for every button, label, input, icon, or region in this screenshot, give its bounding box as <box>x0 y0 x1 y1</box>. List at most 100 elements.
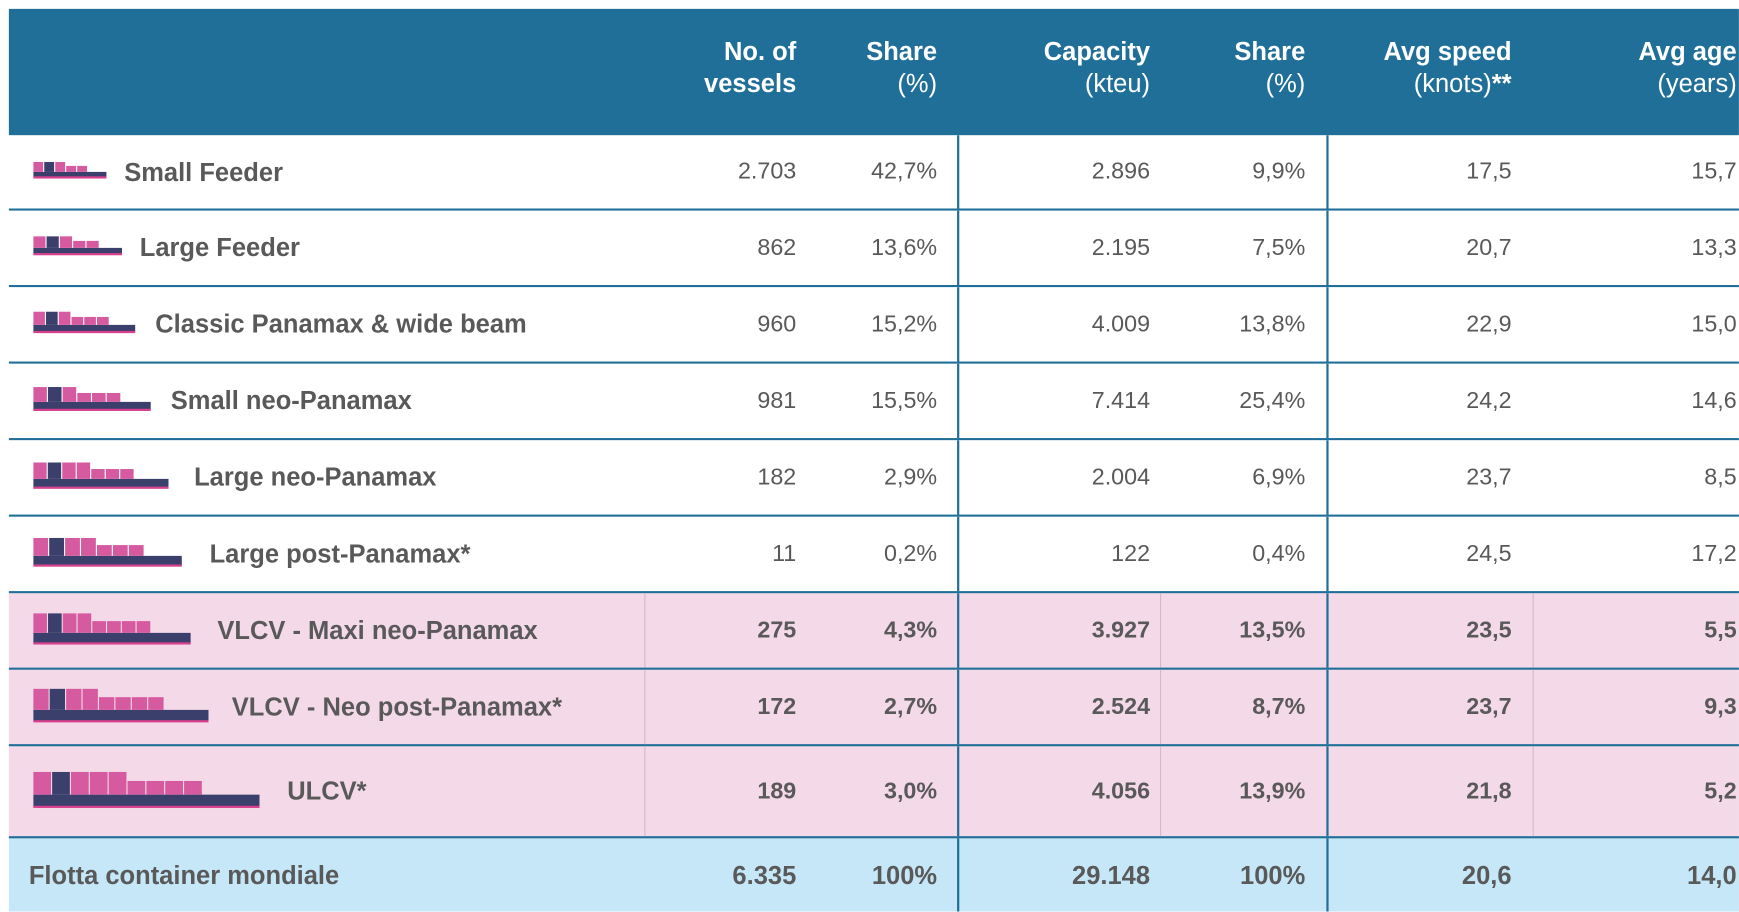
column-divider <box>1326 593 1329 668</box>
row-name: ULCV* <box>287 776 367 806</box>
table-cell: 189 <box>757 777 797 804</box>
table-cell: 14,0 <box>1687 860 1737 889</box>
column-divider <box>957 287 960 362</box>
column-divider <box>1326 440 1329 515</box>
table-cell: 7,5% <box>1252 234 1306 261</box>
header-title: Avg age <box>1638 36 1737 66</box>
table-cell: 8,7% <box>1252 693 1306 720</box>
table-cell: 17,2 <box>1691 540 1737 567</box>
column-divider <box>957 210 960 286</box>
table-cell: 15,5% <box>871 387 938 414</box>
table-cell: 2,7% <box>884 693 938 720</box>
column-divider <box>957 516 960 592</box>
header-title: Avg speed <box>1383 36 1512 66</box>
table-cell: 22,9 <box>1466 311 1512 337</box>
table-cell: 21,8 <box>1466 777 1512 804</box>
table-cell: 2.524 <box>1091 693 1151 720</box>
table-header: No. of vessels Share (%) Capacity (kteu) Shar… <box>8 8 1739 136</box>
table-cell: 42,7% <box>871 158 938 185</box>
table-row: VLCV - Neo post-Panamax* 172 2,7% 2.524 8,7%… <box>8 669 1739 747</box>
table-cell: 981 <box>757 387 797 414</box>
table-cell: 13,8% <box>1239 311 1306 337</box>
table-cell: 20,6 <box>1461 860 1512 889</box>
ship-icon <box>33 688 209 723</box>
header-unit: (knots) <box>1413 68 1492 98</box>
table-cell: 13,9% <box>1239 777 1306 804</box>
table-cell: 4.056 <box>1091 777 1151 804</box>
table-cell: 7.414 <box>1091 387 1151 414</box>
ship-icon <box>33 462 169 489</box>
header-unit: (%) <box>897 68 938 98</box>
column-divider <box>1326 135 1329 209</box>
table-row: ULCV* 189 3,0% 4.056 13,9% 21,8 5,2 <box>8 746 1739 839</box>
header-cell: Avg age (years) <box>1593 35 1737 99</box>
table-cell: 9,3 <box>1704 693 1737 720</box>
table-cell: 275 <box>757 617 797 643</box>
table-cell: 13,6% <box>871 234 938 261</box>
ship-icon <box>33 613 191 645</box>
column-divider <box>957 135 960 209</box>
table-cell: 13,3 <box>1691 234 1737 261</box>
header-unit: (kteu) <box>1084 68 1151 98</box>
table-cell: 23,7 <box>1466 693 1512 720</box>
column-divider <box>1326 516 1329 592</box>
table-cell: 15,7 <box>1691 158 1737 185</box>
table-cell: 14,6 <box>1691 387 1737 414</box>
header-cell: No. of vessels <box>674 35 796 99</box>
header-title: No. of vessels <box>704 36 797 98</box>
table-cell: 3.927 <box>1091 617 1151 643</box>
table-cell: 4.009 <box>1091 311 1151 337</box>
table-cell: 4,3% <box>884 617 938 643</box>
table-cell: 6.335 <box>732 860 797 889</box>
column-divider <box>957 669 960 745</box>
row-name: Large Feeder <box>139 232 300 262</box>
ship-icon <box>33 311 136 334</box>
column-divider <box>1326 363 1329 439</box>
table-cell: 100% <box>1240 860 1306 889</box>
cell-divider <box>1160 669 1162 745</box>
table-cell: 8,5 <box>1704 464 1737 490</box>
header-title: Capacity <box>1043 36 1151 66</box>
column-divider <box>957 838 960 912</box>
column-divider <box>1326 210 1329 286</box>
header-unit: (years) <box>1657 68 1737 98</box>
table-cell: 122 <box>1111 540 1151 567</box>
header-title: Share <box>866 36 938 66</box>
table-cell: 5,5 <box>1704 617 1737 643</box>
header-cell: Share (%) <box>815 35 937 99</box>
table-row: Flotta container mondiale 6.335 100% 29.148… <box>8 838 1739 912</box>
cell-divider <box>1532 669 1534 745</box>
table-row: Large post-Panamax* 11 0,2% 122 0,4% 24,5 17,2 <box>8 516 1739 594</box>
table-cell: 23,5 <box>1466 617 1512 643</box>
table-cell: 15,0 <box>1691 311 1737 337</box>
cell-divider <box>1160 593 1162 668</box>
cell-divider <box>644 669 646 745</box>
table-cell: 3,0% <box>884 777 938 804</box>
table-cell: 0,4% <box>1252 540 1306 567</box>
row-name: VLCV - Neo post-Panamax* <box>231 692 563 721</box>
table-cell: 862 <box>757 234 797 261</box>
header-cell: Avg speed (knots)** <box>1323 35 1512 99</box>
cell-divider <box>1532 746 1534 837</box>
table-row: VLCV - Maxi neo-Panamax 275 4,3% 3.927 13,5%… <box>8 593 1739 670</box>
ship-icon <box>33 161 107 179</box>
table-cell: 0,2% <box>884 540 938 567</box>
column-divider <box>1326 746 1329 837</box>
header-cell: Share (%) <box>1183 35 1305 99</box>
ship-icon <box>33 236 122 256</box>
table-cell: 182 <box>757 464 797 490</box>
table-cell: 11 <box>772 540 797 567</box>
row-name: Large post-Panamax* <box>209 538 471 568</box>
table-row: Small neo-Panamax 981 15,5% 7.414 25,4% 24,2 1… <box>8 363 1739 441</box>
table-cell: 2,9% <box>884 464 938 490</box>
column-divider <box>957 363 960 439</box>
table-row: Large neo-Panamax 182 2,9% 2.004 6,9% 23,7 8,5 <box>8 440 1739 517</box>
table-cell: 15,2% <box>871 311 938 337</box>
table-cell: 24,5 <box>1466 540 1512 567</box>
table-cell: 9,9% <box>1252 158 1306 185</box>
table-cell: 2.195 <box>1091 234 1151 261</box>
column-divider <box>1326 287 1329 362</box>
header-title: Share <box>1234 36 1306 66</box>
column-divider <box>957 746 960 837</box>
table-cell: 25,4% <box>1239 387 1306 414</box>
